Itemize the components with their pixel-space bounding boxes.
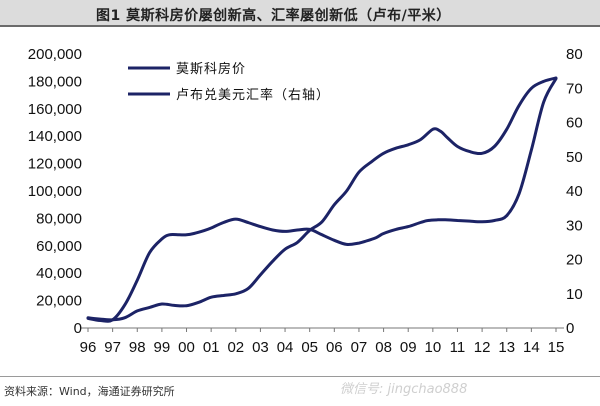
line-chart: 0 20,000 40,000 60,000 80,000 100,000 120,000 1… [28, 46, 583, 356]
watermark: 微信号: jingchao888 [340, 382, 468, 397]
x-tick-label: 06 [326, 339, 343, 356]
y-right-tick-label: 0 [566, 320, 574, 337]
x-tick-label: 10 [424, 339, 441, 356]
chart-title: 图1 莫斯科房价屡创新高、汇率屡创新低（卢布/平米） [96, 8, 451, 24]
y-left-tick-label: 180,000 [28, 73, 82, 90]
y-left-tick-label: 160,000 [28, 101, 82, 118]
y-left-tick-label: 40,000 [36, 265, 82, 282]
chart-series [86, 76, 558, 323]
x-tick-label: 07 [351, 339, 368, 356]
legend-label: 卢布兑美元汇率（右轴） [176, 87, 330, 102]
x-tick-label: 09 [400, 339, 417, 356]
x-tick-label: 11 [450, 339, 466, 356]
y-left-tick-label: 200,000 [28, 46, 82, 63]
legend-label: 莫斯科房价 [176, 61, 246, 76]
x-tick-label: 04 [277, 339, 294, 356]
chart-axes: 0 20,000 40,000 60,000 80,000 100,000 120,000 1… [28, 46, 583, 356]
y-right-tick-label: 50 [566, 149, 583, 166]
x-tick-label: 14 [523, 339, 540, 356]
y-right-tick-label: 60 [566, 115, 583, 132]
x-tick-label: 00 [178, 339, 195, 356]
x-tick-label: 96 [80, 339, 97, 356]
x-tick-label: 01 [203, 339, 220, 356]
y-left-tick-label: 60,000 [36, 238, 82, 255]
y-right-tick-label: 20 [566, 252, 583, 269]
y-left-tick-label: 0 [74, 320, 82, 337]
x-tick-label: 08 [375, 339, 392, 356]
y-left-tick-label: 140,000 [28, 128, 82, 145]
footer-divider [0, 376, 600, 377]
y-right-tick-label: 80 [566, 46, 583, 63]
y-left-tick-label: 100,000 [28, 183, 82, 200]
x-tick-label: 99 [154, 339, 171, 356]
y-left-tick-label: 80,000 [36, 210, 82, 227]
y-left-tick-label: 120,000 [28, 156, 82, 173]
chart-header: 图1 莫斯科房价屡创新高、汇率屡创新低（卢布/平米） [0, 0, 600, 27]
x-tick-label: 98 [129, 339, 146, 356]
y-right-tick-label: 70 [566, 80, 583, 97]
series-line-exchange-rate [86, 76, 558, 322]
x-tick-label: 15 [548, 339, 565, 356]
y-right-tick-label: 30 [566, 217, 583, 234]
x-tick-label: 12 [474, 339, 491, 356]
x-tick-label: 05 [301, 339, 318, 356]
x-tick-label: 02 [227, 339, 244, 356]
source-note: 资料来源：Wind，海通证券研究所 [4, 385, 175, 398]
x-tick-label: 03 [252, 339, 269, 356]
y-right-tick-label: 40 [566, 183, 583, 200]
y-left-tick-label: 20,000 [36, 293, 82, 310]
x-tick-label: 97 [104, 339, 121, 356]
series-line-housing-price [86, 77, 558, 323]
y-right-tick-label: 10 [566, 286, 583, 303]
x-tick-label: 13 [498, 339, 515, 356]
